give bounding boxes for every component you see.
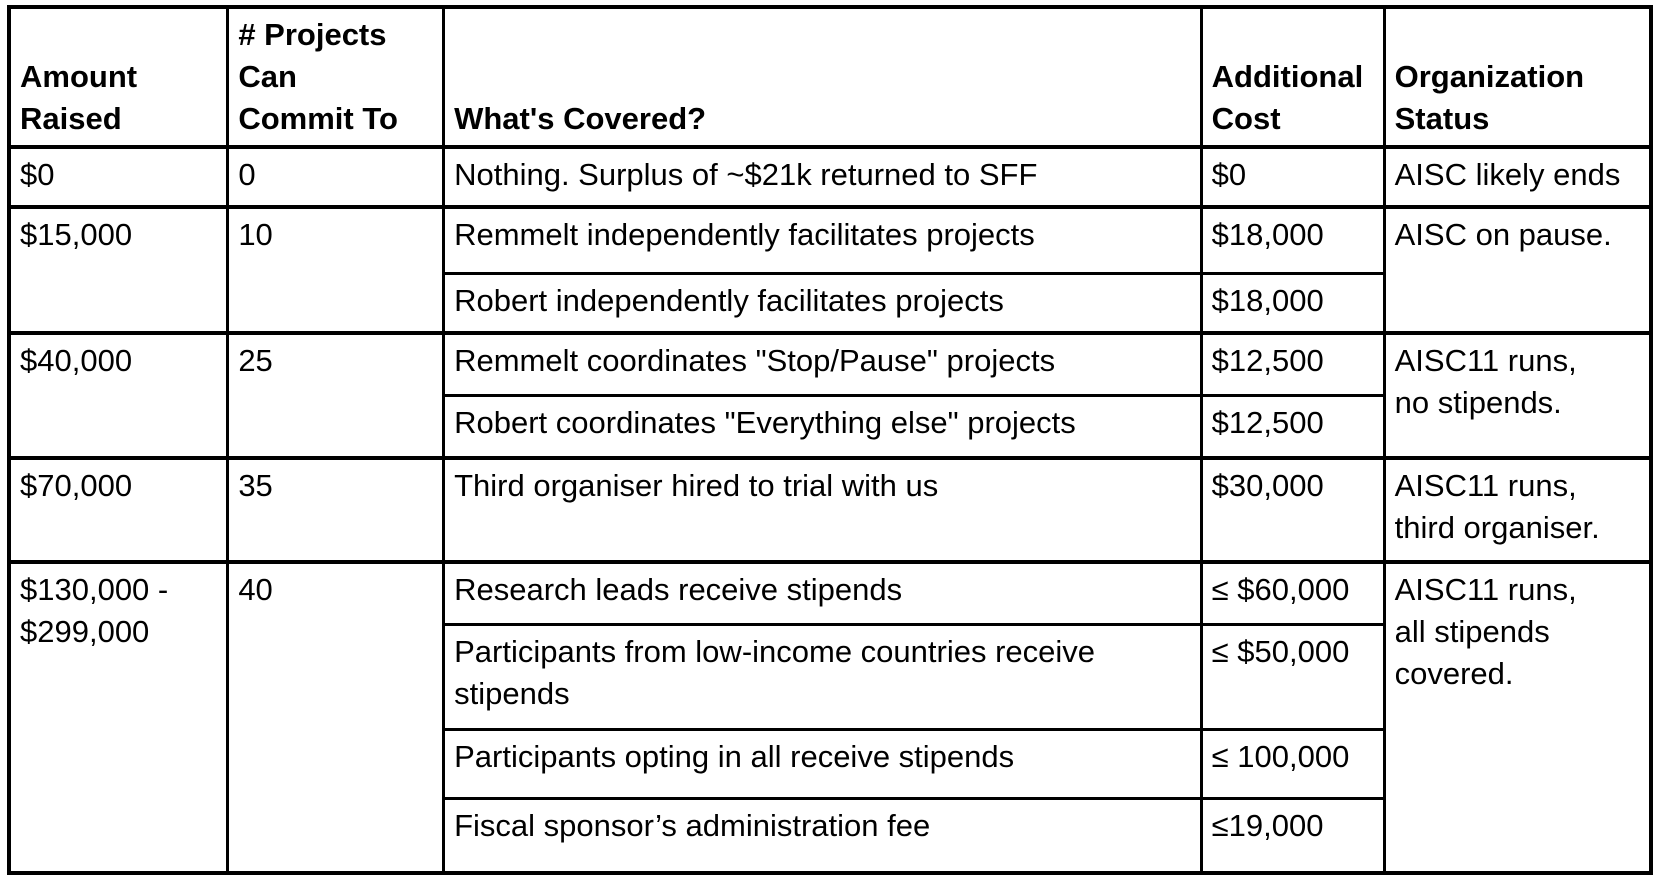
projects-cell: 0	[226, 145, 446, 209]
additional-cost-cell: ≤ $60,000	[1199, 560, 1386, 626]
covered-cell: Nothing. Surplus of ~$21k returned to SF…	[442, 145, 1203, 209]
projects-cell: 25	[226, 331, 446, 460]
projects-cell: 10	[226, 205, 446, 335]
table-row: Participants opting in all receive stipe…	[9, 727, 1651, 800]
amount-raised-cell: $70,000	[7, 456, 230, 564]
table-row: Participants from low-income countries r…	[9, 622, 1651, 731]
additional-cost-cell: $0	[1199, 145, 1386, 209]
header-projects-commit: # Projects Can Commit To	[226, 5, 446, 149]
funding-table: Amount Raised # Projects Can Commit To W…	[7, 5, 1653, 875]
amount-raised-cell: $130,000 - $299,000	[7, 560, 230, 875]
header-additional-cost: Additional Cost	[1199, 5, 1386, 149]
additional-cost-cell: $12,500	[1199, 393, 1386, 460]
header-row: Amount Raised # Projects Can Commit To W…	[7, 5, 1653, 149]
table-row: $40,000 25 Remmelt coordinates "Stop/Pau…	[7, 331, 1653, 460]
amount-raised-cell: $40,000	[7, 331, 230, 460]
additional-cost-cell: $12,500	[1199, 331, 1386, 397]
header-organization-status: Organization Status	[1382, 5, 1653, 149]
header-amount-raised: Amount Raised	[7, 5, 230, 149]
additional-cost-cell: $18,000	[1199, 205, 1386, 275]
covered-cell: Robert independently facilitates project…	[442, 271, 1203, 335]
table-row: $0 0 Nothing. Surplus of ~$21k returned …	[7, 145, 1653, 209]
amount-raised-cell: $15,000	[7, 205, 230, 335]
org-status-cell: AISC11 runs, third organiser.	[1382, 456, 1653, 564]
org-status-cell: AISC likely ends	[1382, 145, 1653, 209]
covered-cell: Third organiser hired to trial with us	[442, 456, 1203, 564]
table-row: $15,000 10 Remmelt independently facilit…	[7, 205, 1653, 335]
table-row: Robert independently facilitates project…	[9, 271, 1651, 335]
covered-cell: Participants opting in all receive stipe…	[442, 727, 1203, 800]
additional-cost-cell: ≤ 100,000	[1199, 727, 1386, 800]
covered-cell: Remmelt coordinates "Stop/Pause" project…	[442, 331, 1203, 397]
covered-cell: Remmelt independently facilitates projec…	[442, 205, 1203, 275]
projects-cell: 40	[226, 560, 446, 875]
covered-cell: Participants from low-income countries r…	[442, 622, 1203, 731]
table-row: Robert coordinates "Everything else" pro…	[9, 393, 1651, 460]
covered-cell: Research leads receive stipends	[442, 560, 1203, 626]
additional-cost-cell: $30,000	[1199, 456, 1386, 564]
additional-cost-cell: $18,000	[1199, 271, 1386, 335]
org-status-cell: AISC11 runs, no stipends.	[1382, 331, 1653, 460]
table-row: $70,000 35 Third organiser hired to tria…	[7, 456, 1653, 564]
table-row: $130,000 - $299,000 40 Research leads re…	[7, 560, 1653, 875]
amount-raised-cell: $0	[7, 145, 230, 209]
header-whats-covered: What's Covered?	[442, 5, 1203, 149]
covered-cell: Robert coordinates "Everything else" pro…	[442, 393, 1203, 460]
org-status-cell: AISC11 runs, all stipends covered.	[1382, 560, 1653, 875]
org-status-cell: AISC on pause.	[1382, 205, 1653, 335]
projects-cell: 35	[226, 456, 446, 564]
additional-cost-cell: ≤ $50,000	[1199, 622, 1386, 731]
